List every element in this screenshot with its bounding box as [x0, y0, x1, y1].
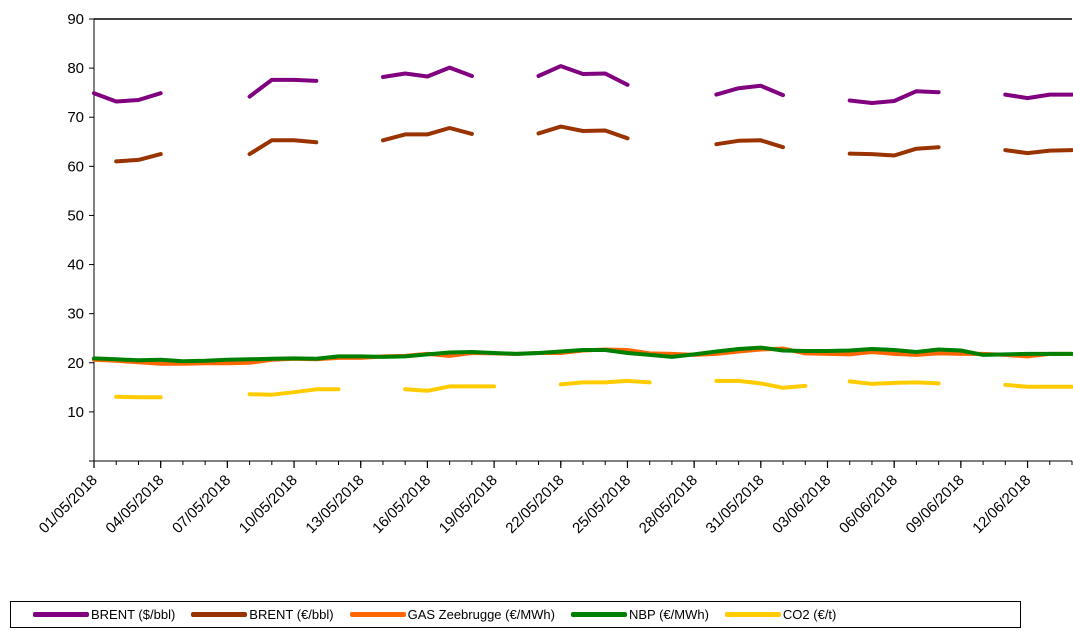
- series-1: [114, 124, 1073, 164]
- legend-swatch-brent-usd: [33, 612, 89, 617]
- series-line: [1003, 148, 1073, 156]
- legend-label-brent-usd: BRENT ($/bbl): [91, 607, 176, 622]
- legend-item-nbp: NBP (€/MWh): [570, 607, 709, 622]
- legend-swatch-brent-eur: [191, 612, 248, 617]
- legend-label-gas-zeebrugge: GAS Zeebrugge (€/MWh): [407, 607, 555, 622]
- series-layer: [92, 64, 1073, 400]
- legend-item-brent-usd: BRENT ($/bbl): [33, 607, 175, 622]
- series-line: [847, 89, 941, 105]
- x-tick-label: 19/05/2018: [436, 472, 501, 537]
- y-tick-label: 70: [67, 109, 84, 126]
- series-line: [114, 152, 163, 164]
- x-tick-label: 03/06/2018: [769, 472, 834, 537]
- series-line: [381, 65, 474, 79]
- series-line: [247, 77, 319, 99]
- x-tick-label: 28/05/2018: [636, 472, 701, 537]
- y-tick-label: 40: [67, 257, 84, 274]
- chart-legend: BRENT ($/bbl) BRENT (€/bbl) GAS Zeebrugg…: [10, 601, 1021, 628]
- x-tick-label: 12/06/2018: [969, 472, 1034, 537]
- x-tick-label: 13/05/2018: [302, 472, 367, 537]
- legend-swatch-co2: [724, 612, 781, 617]
- series-line: [247, 138, 319, 157]
- legend-item-gas-zeebrugge: GAS Zeebrugge (€/MWh): [349, 607, 555, 622]
- plot-frame: [93, 18, 1072, 462]
- y-tick-label: 30: [67, 306, 84, 323]
- x-tick-label: 09/06/2018: [903, 472, 968, 537]
- series-line: [847, 145, 941, 158]
- series-line: [536, 124, 630, 141]
- legend-swatch-gas-zeebrugge: [349, 612, 406, 617]
- y-tick-label: 90: [67, 11, 84, 28]
- y-tick-label: 60: [67, 158, 84, 175]
- legend-item-co2: CO2 (€/t): [724, 607, 837, 622]
- series-line: [847, 379, 941, 386]
- series-3: [92, 345, 1073, 364]
- x-tick-label: 04/05/2018: [102, 472, 167, 537]
- series-line: [558, 378, 652, 387]
- y-tick-label: 10: [67, 404, 84, 421]
- legend-label-co2: CO2 (€/t): [782, 607, 837, 622]
- series-line: [714, 83, 785, 98]
- series-line: [714, 378, 808, 390]
- series-line: [247, 387, 341, 397]
- x-tick-label: 22/05/2018: [502, 472, 567, 537]
- x-tick-label: 06/06/2018: [836, 472, 901, 537]
- legend-item-brent-eur: BRENT (€/bbl): [191, 607, 334, 622]
- series-line: [92, 345, 1073, 364]
- series-line: [536, 64, 630, 87]
- y-tick-label: 20: [67, 355, 84, 372]
- x-tick-label: 31/05/2018: [703, 472, 768, 537]
- x-axis: 01/05/2018 04/05/2018 07/05/2018 10/05/2018…: [36, 461, 1073, 537]
- legend-label-brent-eur: BRENT (€/bbl): [249, 607, 334, 622]
- x-tick-label: 07/05/2018: [169, 472, 234, 537]
- series-line: [403, 384, 497, 393]
- series-line: [1003, 382, 1073, 389]
- x-tick-label: 10/05/2018: [236, 472, 301, 537]
- x-tick-label: 01/05/2018: [36, 472, 101, 537]
- series-line: [714, 138, 785, 150]
- x-tick-label: 16/05/2018: [369, 472, 434, 537]
- x-tick-label: 25/05/2018: [569, 472, 634, 537]
- y-tick-label: 80: [67, 60, 84, 77]
- legend-swatch-nbp: [570, 612, 627, 617]
- legend-label-nbp: NBP (€/MWh): [628, 607, 709, 622]
- series-line: [1003, 92, 1073, 101]
- y-tick-label: 50: [67, 207, 84, 224]
- series-line: [92, 91, 163, 104]
- series-4: [114, 378, 1073, 400]
- y-axis: 90 80 70 60 50 40 30 20 10: [67, 11, 94, 462]
- series-line: [381, 126, 474, 143]
- series-0: [92, 64, 1073, 105]
- series-line: [114, 394, 163, 400]
